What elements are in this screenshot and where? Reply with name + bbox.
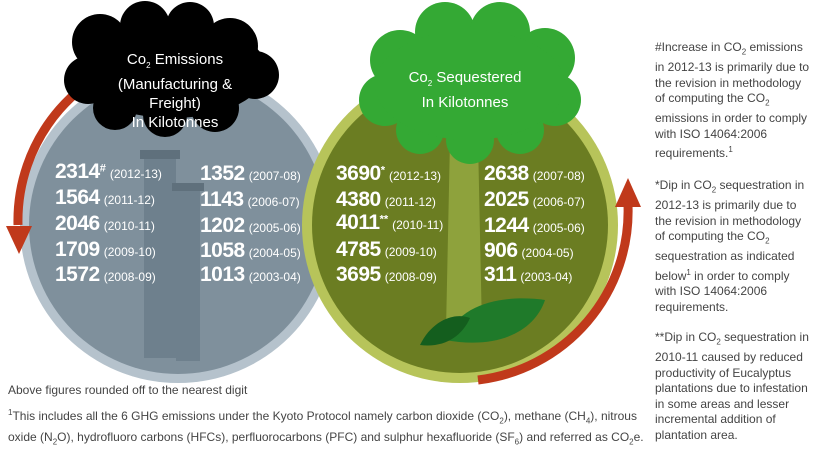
value-row: 1013 (2003-04) bbox=[200, 263, 301, 286]
value-row: 1709 (2009-10) bbox=[55, 238, 156, 261]
value-row: 3695 (2008-09) bbox=[336, 263, 437, 286]
value-row: 4011** (2010-11) bbox=[336, 211, 444, 234]
note-dip-2010: **Dip in CO2 sequestration in 2010-11 ca… bbox=[655, 330, 809, 442]
value-row: 1058 (2004-05) bbox=[200, 239, 301, 262]
value-row: 906 (2004-05) bbox=[484, 239, 574, 262]
rounding-note: Above figures rounded off to the nearest… bbox=[8, 383, 248, 397]
cycle-arrow-icon bbox=[477, 204, 633, 385]
value-row: 2314# (2012-13) bbox=[55, 160, 162, 183]
footnote: 1This includes all the 6 GHG emissions u… bbox=[8, 408, 644, 447]
leaf-icon bbox=[420, 316, 470, 346]
tree-trunk-icon bbox=[446, 140, 482, 330]
note-increase: #Increase in CO2 emissions in 2012-13 is… bbox=[655, 40, 810, 161]
emissions-title: Co2 Emissions (Manufacturing & Freight) … bbox=[117, 51, 233, 131]
note-dip: *Dip in CO2 sequestration in 2012-13 is … bbox=[655, 178, 805, 314]
tree-canopy-icon bbox=[359, 2, 581, 164]
value-row: 311 (2003-04) bbox=[484, 263, 573, 286]
value-row: 1352 (2007-08) bbox=[200, 162, 301, 185]
chimney-icon bbox=[176, 186, 200, 361]
value-row: 4785 (2009-10) bbox=[336, 238, 437, 261]
value-row: 2046 (2010-11) bbox=[55, 212, 155, 235]
value-row: 2025 (2006-07) bbox=[484, 188, 585, 211]
sequestered-title: Co2 Sequestered In Kilotonnes bbox=[408, 69, 522, 111]
value-row: 1202 (2005-06) bbox=[200, 214, 301, 237]
value-row: 4380 (2011-12) bbox=[336, 188, 436, 211]
value-row: 3690* (2012-13) bbox=[336, 162, 442, 185]
leaf-icon bbox=[445, 298, 545, 343]
chimney-icon bbox=[144, 150, 176, 358]
cloud-icon bbox=[64, 1, 279, 137]
value-row: 1143 (2006-07) bbox=[200, 188, 300, 211]
value-row: 2638 (2007-08) bbox=[484, 162, 585, 185]
value-row: 1244 (2005-06) bbox=[484, 214, 585, 237]
value-row: 1564 (2011-12) bbox=[55, 186, 155, 209]
value-row: 1572 (2008-09) bbox=[55, 263, 156, 286]
